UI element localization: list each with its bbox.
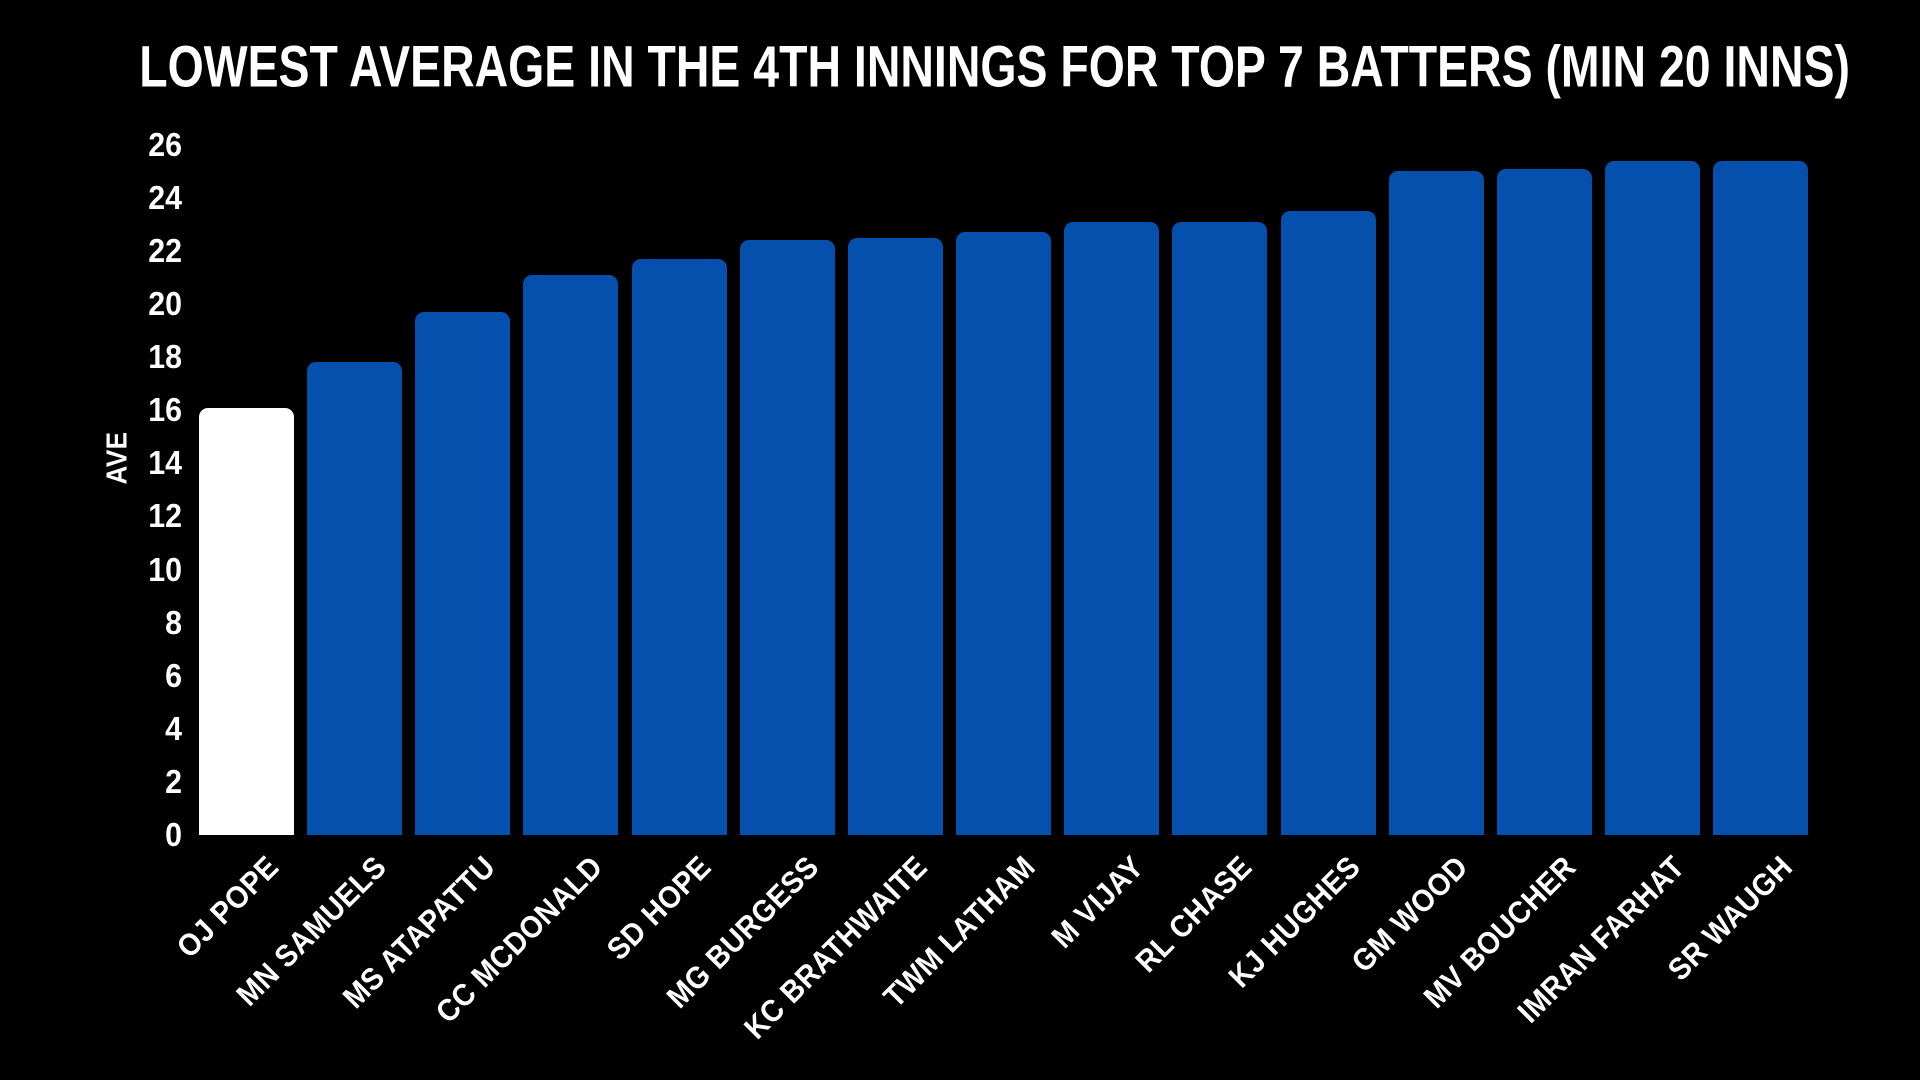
y-tick-label-18: 18 (148, 338, 182, 376)
bar-cc-mcdonald (523, 274, 619, 835)
y-tick-label-2: 2 (165, 762, 182, 800)
y-tick-label-4: 4 (165, 709, 182, 747)
y-tick-label-12: 12 (148, 497, 182, 535)
x-tick-label-kc-brathwaite: KC BRATHWAITE (737, 849, 935, 1046)
bar-sr-waugh (1713, 160, 1809, 835)
bar-ms-atapattu (415, 311, 511, 835)
bar-m-vijay (1064, 221, 1160, 835)
bar-gm-wood (1388, 171, 1484, 835)
y-tick-label-8: 8 (165, 603, 182, 641)
bar-mn-samuels (307, 362, 403, 835)
y-tick-label-20: 20 (148, 285, 182, 322)
bar-twm-latham (956, 232, 1052, 835)
y-tick-label-0: 0 (165, 816, 182, 853)
y-tick-label-26: 26 (148, 125, 182, 163)
x-tick-label-m-vijay: M VIJAY (1044, 849, 1151, 955)
bar-kc-brathwaite (847, 237, 943, 835)
bar-kj-hughes (1280, 211, 1376, 835)
chart-title: LOWEST AVERAGE IN THE 4TH INNINGS FOR TO… (139, 34, 1850, 100)
bar-sd-hope (631, 258, 727, 835)
y-tick-label-24: 24 (148, 178, 182, 216)
bar-mg-burgess (739, 240, 835, 835)
y-tick-label-22: 22 (148, 231, 182, 269)
y-tick-label-16: 16 (148, 391, 182, 429)
y-tick-label-14: 14 (148, 444, 182, 482)
bar-mv-boucher (1496, 168, 1592, 835)
title-row: LOWEST AVERAGE IN THE 4TH INNINGS FOR TO… (0, 34, 1920, 100)
bar-rl-chase (1172, 221, 1268, 835)
y-tick-label-6: 6 (165, 656, 182, 694)
bar-oj-pope (199, 407, 294, 835)
y-tick-label-10: 10 (148, 550, 182, 588)
bar-imran-farhat (1604, 160, 1700, 835)
